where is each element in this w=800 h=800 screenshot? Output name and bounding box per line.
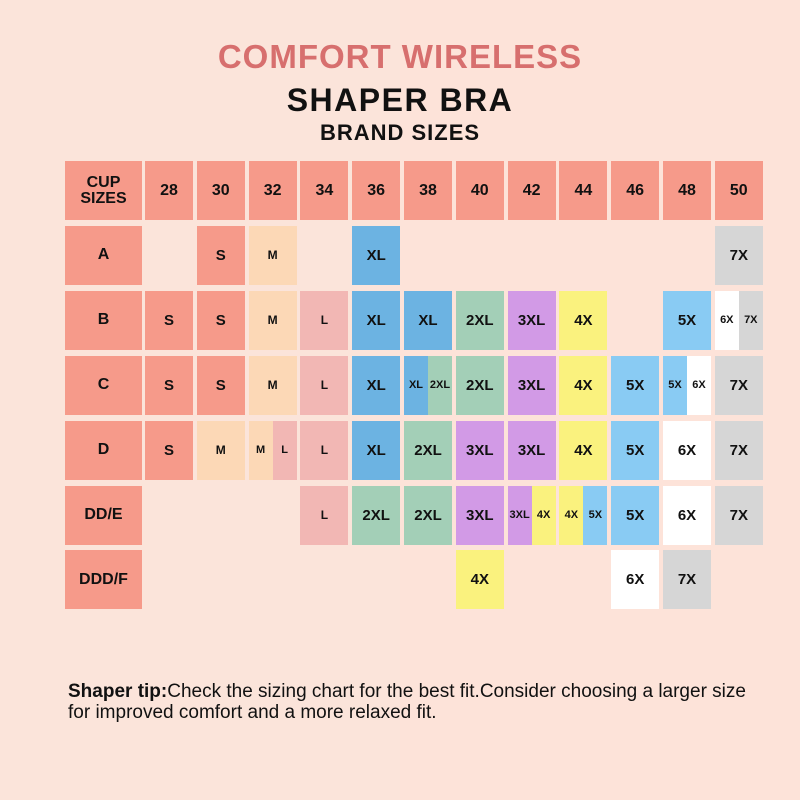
band-size-header-38: 38 [404, 161, 452, 220]
band-size-header-50: 50 [714, 161, 763, 220]
size-cell-dd-e-42-part-2: 4X [531, 485, 556, 545]
size-cell-ddd-f-40: 4X [455, 550, 504, 610]
size-cell-dd-e-36: 2XL [352, 485, 401, 545]
size-cell-b-32: M [248, 290, 297, 350]
size-cell-b-36: XL [352, 290, 401, 350]
size-cell-b-44: 4X [559, 290, 608, 350]
band-size-header-40: 40 [455, 161, 504, 220]
size-cell-c-38-part-2: 2XL [428, 355, 452, 415]
size-cell-b-40: 2XL [455, 290, 504, 350]
size-cell-b-30: S [196, 290, 245, 350]
band-size-header-34: 34 [300, 161, 349, 220]
size-cell-dd-e-38: 2XL [404, 485, 452, 545]
size-cell-c-48-part-1: 5X [663, 355, 687, 415]
band-size-header-36: 36 [352, 161, 401, 220]
size-cell-a-32: M [248, 225, 297, 285]
size-cell-d-28: S [145, 420, 193, 480]
band-size-header-48: 48 [663, 161, 711, 220]
cup-label-b: B [65, 290, 142, 350]
corner-label-word: CUP [86, 173, 121, 191]
size-cell-c-36: XL [352, 355, 401, 415]
band-size-header-30: 30 [196, 161, 245, 220]
size-cell-d-44: 4X [559, 420, 608, 480]
title-line-2: SHAPER BRA [286, 82, 514, 118]
size-cell-d-34: L [300, 420, 349, 480]
cup-label-ddd-f: DDD/F [65, 550, 142, 610]
size-cell-c-34: L [300, 355, 349, 415]
band-size-header-46: 46 [611, 161, 660, 220]
size-cell-c-38-part-1: XL [404, 355, 428, 415]
band-size-header-32: 32 [248, 161, 297, 220]
title-line-3: BRAND SIZES [319, 120, 481, 145]
size-cell-d-32-part-1: M [248, 420, 273, 480]
size-cell-c-50: 7X [714, 355, 763, 415]
size-cell-d-30: M [196, 420, 245, 480]
size-cell-b-34: L [300, 290, 349, 350]
cup-label-c: C [65, 355, 142, 415]
size-cell-d-50: 7X [714, 420, 763, 480]
size-cell-d-38: 2XL [404, 420, 452, 480]
shaper-tip-label: Shaper tip: [68, 681, 168, 702]
size-cell-b-48: 5X [663, 290, 711, 350]
shaper-tip: Shaper tip:Check the sizing chart for th… [68, 681, 768, 723]
size-cell-b-42: 3XL [507, 290, 556, 350]
size-cell-ddd-f-48: 7X [663, 550, 711, 610]
corner-cup-sizes-header: CUP SIZES [65, 161, 142, 220]
size-cell-c-44: 4X [559, 355, 608, 415]
size-cell-b-38: XL [404, 290, 452, 350]
size-cell-c-48-part-2: 6X [687, 355, 711, 415]
size-cell-ddd-f-46: 6X [611, 550, 660, 610]
size-cell-b-50-part-2: 7X [738, 290, 763, 350]
band-size-header-28: 28 [145, 161, 193, 220]
size-cell-dd-e-48: 6X [663, 485, 711, 545]
size-cell-c-46: 5X [611, 355, 660, 415]
size-cell-dd-e-50: 7X [714, 485, 763, 545]
size-cell-dd-e-40: 3XL [455, 485, 504, 545]
size-cell-dd-e-44-part-1: 4X [559, 485, 584, 545]
size-cell-a-50: 7X [714, 225, 763, 285]
size-cell-c-28: S [145, 355, 193, 415]
size-cell-d-32-part-2: L [272, 420, 297, 480]
size-cell-c-40: 2XL [455, 355, 504, 415]
cup-label-d: D [65, 420, 142, 480]
band-size-header-42: 42 [507, 161, 556, 220]
cup-label-a: A [65, 225, 142, 285]
size-cell-d-42: 3XL [507, 420, 556, 480]
size-cell-b-28: S [145, 290, 193, 350]
size-cell-dd-e-46: 5X [611, 485, 660, 545]
shaper-tip-text: Check the sizing chart for the best fit.… [68, 681, 746, 723]
size-cell-b-50-part-1: 6X [714, 290, 739, 350]
band-size-header-44: 44 [559, 161, 608, 220]
size-cell-c-30: S [196, 355, 245, 415]
size-cell-d-36: XL [352, 420, 401, 480]
size-cell-d-46: 5X [611, 420, 660, 480]
size-cell-d-40: 3XL [455, 420, 504, 480]
size-cell-a-36: XL [352, 225, 401, 285]
size-cell-dd-e-44-part-2: 5X [583, 485, 608, 545]
size-cell-dd-e-34: L [300, 485, 349, 545]
size-cell-c-42: 3XL [507, 355, 556, 415]
cup-label-dd-e: DD/E [65, 485, 142, 545]
size-cell-a-30: S [196, 225, 245, 285]
size-cell-d-48: 6X [663, 420, 711, 480]
corner-label-word: SIZES [80, 189, 127, 207]
size-cell-c-32: M [248, 355, 297, 415]
title-line-1: COMFORT WIRELESS [217, 38, 583, 75]
size-cell-dd-e-42-part-1: 3XL [507, 485, 532, 545]
